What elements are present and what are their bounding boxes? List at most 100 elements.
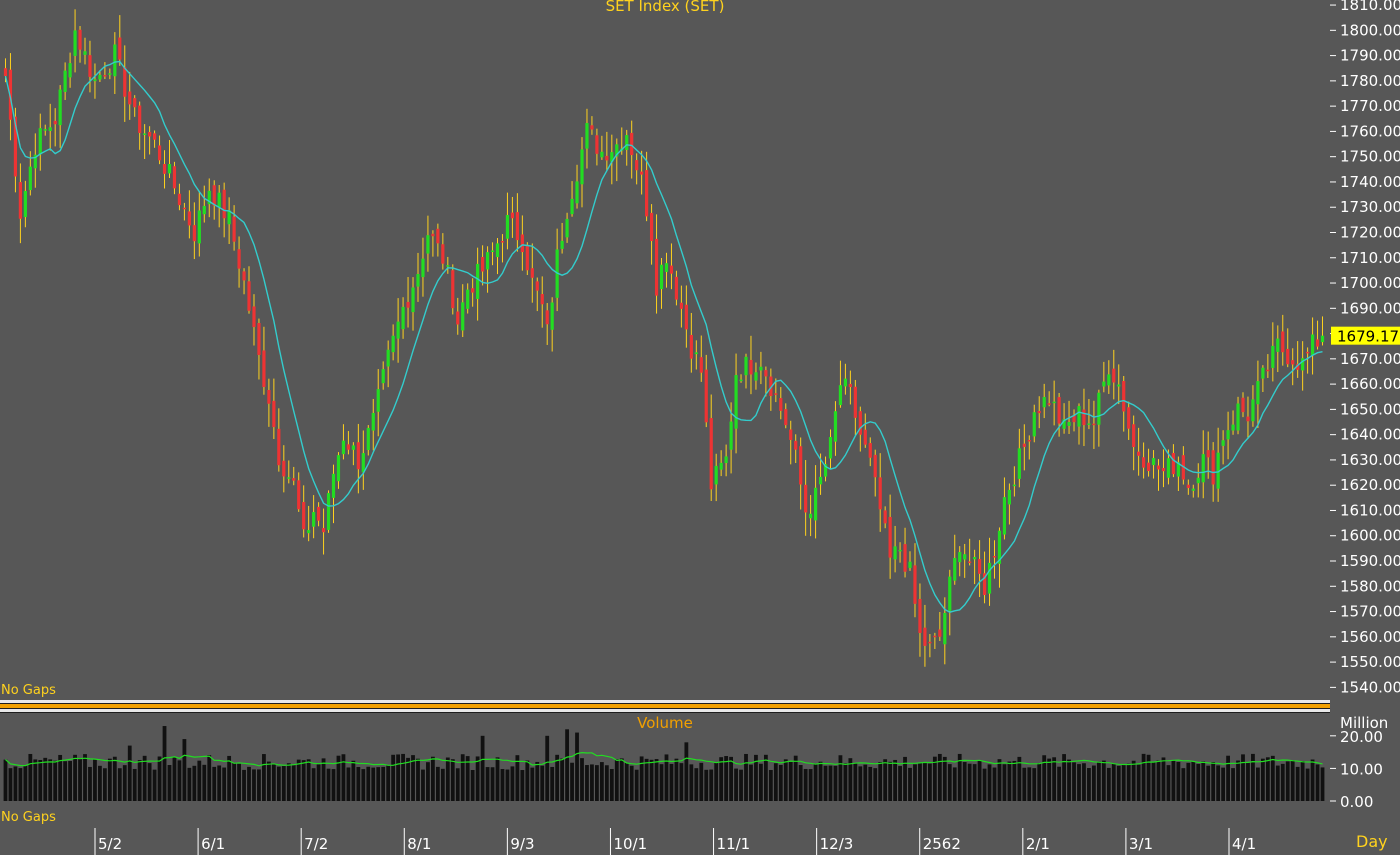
price-pane[interactable] [0,0,1330,700]
candle-body [148,131,152,137]
candle-body [1221,440,1225,446]
volume-bar [127,745,132,801]
volume-bar [132,768,137,801]
volume-bar [773,763,778,801]
volume-bar [1285,761,1290,801]
date-axis[interactable] [0,828,1400,855]
volume-bar [972,764,977,801]
volume-bar [43,757,48,801]
volume-bar [445,757,450,801]
candle-body [1117,384,1121,387]
candle-body [813,487,818,521]
volume-bar [942,756,947,801]
candle-body [774,393,778,395]
candle-body [267,390,271,404]
candle-body [565,218,569,238]
candle-body [1281,331,1285,353]
candle-body [152,133,157,140]
volume-bar [754,754,758,801]
volume-bar [1072,762,1076,801]
candle-body [963,554,967,560]
volume-bar [18,768,23,801]
price-axis[interactable] [1330,0,1400,828]
volume-bar [426,762,430,801]
candle-body [1306,351,1310,354]
candle-body [1201,454,1205,483]
volume-bar [1136,764,1141,801]
candle-body [664,263,669,272]
volume-bar [550,766,555,801]
volume-bar [1320,767,1325,801]
volume-bar [888,761,893,801]
volume-bar [480,735,485,801]
volume-bar [699,762,704,801]
candle-body [351,445,355,450]
candle-body [13,116,18,177]
volume-bar [1067,759,1071,801]
candle-body [992,556,997,558]
volume-bar [1181,768,1186,801]
candle-body [525,244,529,271]
candle-body [1007,489,1012,505]
volume-bar [1295,766,1300,801]
volume-bar [262,754,266,801]
volume-bar [1116,765,1121,801]
candle-body [1137,451,1141,456]
candle-body [162,164,167,174]
candle-body [923,627,927,646]
candle-body [282,460,286,477]
candle-body [749,359,753,375]
volume-bar [1196,763,1201,801]
volume-bar [460,754,465,801]
volume-bar [580,758,584,801]
volume-bar [331,769,336,801]
candle-body [615,144,619,157]
candle-body [809,513,813,519]
candle-body [982,573,987,596]
volume-bar [992,767,997,801]
volume-bar [1126,763,1131,801]
volume-bar [58,754,63,801]
date-tick-label: 6/1 [201,835,225,853]
date-tick-label: 2562 [923,835,961,853]
no-gaps-label-volume: No Gaps [1,810,56,825]
volume-bar [893,759,898,801]
volume-bar [23,765,28,801]
volume-bar [281,766,286,801]
candle-body [977,559,982,574]
candle-body [118,37,122,60]
volume-bar [500,769,505,801]
volume-bar [813,763,818,801]
volume-bar [664,754,669,801]
candle-body [1191,488,1195,491]
candle-body [684,304,688,330]
volume-bar [639,756,644,801]
volume-bar [913,764,917,801]
volume-bar [1032,768,1037,801]
candle-body [495,243,500,258]
candle-body [689,334,693,359]
volume-average-line [5,751,1323,767]
candle-body [202,205,206,215]
last-price-label: 1679.17 [1337,328,1399,346]
candle-body [1241,397,1245,413]
volume-bar [53,760,58,801]
price-tick-label: 1650.00 [1340,400,1400,418]
candle-body [585,123,589,149]
candle-body [177,193,182,206]
volume-bar [1280,763,1285,801]
period-selector[interactable]: Day [1356,832,1388,851]
candle-body [73,30,77,56]
price-tick-label: 1690.00 [1340,299,1400,317]
candle-body [1261,367,1265,379]
candle-body [724,456,728,464]
volume-bar [927,763,932,801]
volume-bar [1231,768,1235,801]
pane-resize-handle[interactable] [0,704,1400,708]
candle-body [103,75,107,77]
candle-body [500,241,505,243]
volume-bar [863,764,868,801]
volume-bar [520,770,525,801]
volume-bar [137,760,142,801]
candle-body [878,477,882,510]
